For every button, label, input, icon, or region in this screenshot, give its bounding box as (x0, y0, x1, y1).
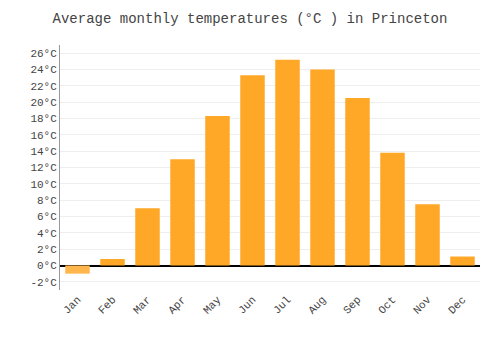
svg-text:Average monthly temperatures (: Average monthly temperatures (°C ) in Pr… (53, 11, 448, 27)
svg-text:-2°C: -2°C (30, 277, 57, 289)
svg-text:May: May (201, 294, 224, 317)
svg-text:Jun: Jun (236, 294, 258, 316)
svg-text:18°C: 18°C (30, 113, 57, 125)
svg-text:Feb: Feb (96, 294, 118, 316)
svg-text:Oct: Oct (376, 294, 398, 316)
svg-text:16°C: 16°C (30, 130, 57, 142)
svg-text:0°C: 0°C (37, 260, 57, 272)
svg-text:22°C: 22°C (30, 81, 57, 93)
svg-text:Jan: Jan (61, 294, 83, 316)
svg-text:24°C: 24°C (30, 64, 57, 76)
svg-text:8°C: 8°C (37, 195, 57, 207)
svg-text:26°C: 26°C (30, 48, 57, 60)
svg-text:2°C: 2°C (37, 244, 57, 256)
svg-text:Apr: Apr (166, 294, 188, 316)
svg-text:Sep: Sep (341, 294, 363, 316)
svg-text:Aug: Aug (306, 294, 328, 316)
svg-text:20°C: 20°C (30, 97, 57, 109)
svg-text:12°C: 12°C (30, 162, 57, 174)
svg-text:Jul: Jul (271, 294, 293, 316)
svg-text:6°C: 6°C (37, 211, 57, 223)
svg-text:14°C: 14°C (30, 146, 57, 158)
svg-text:Dec: Dec (446, 294, 468, 316)
svg-text:Mar: Mar (131, 294, 153, 316)
svg-text:10°C: 10°C (30, 179, 57, 191)
svg-text:Nov: Nov (411, 294, 434, 317)
svg-text:4°C: 4°C (37, 228, 57, 240)
